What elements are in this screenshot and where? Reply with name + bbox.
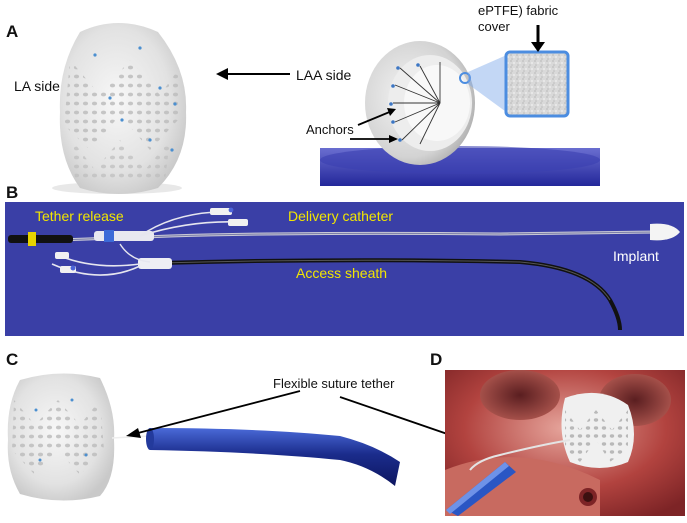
panel-d-letter: D (430, 350, 443, 369)
panel-b-letter: B (6, 183, 19, 202)
label-tether-release: Tether release (35, 208, 124, 224)
label-access-sheath: Access sheath (296, 265, 388, 281)
label-laa-side: LAA side (296, 67, 352, 83)
label-fabric-cover: ePTFE) fabric cover (478, 3, 559, 34)
panel-c-letter: C (6, 350, 19, 369)
label-delivery-catheter: Delivery catheter (288, 208, 394, 224)
fabric-cover-zoom-icon (504, 50, 570, 118)
panel-a-letter: A (6, 22, 19, 41)
label-la-side: LA side (14, 78, 60, 94)
label-implant: Implant (613, 248, 659, 264)
label-suture-tether: Flexible suture tether (273, 376, 395, 391)
heart-implant-illustration (445, 370, 685, 516)
implant-with-catheter-photo (7, 373, 400, 501)
label-anchors: Anchors (306, 122, 354, 137)
implant-la-side-photo (52, 23, 187, 194)
direction-arrow (216, 68, 290, 80)
implant-laa-side-photo (320, 25, 600, 186)
delivery-system-photo (5, 202, 684, 336)
